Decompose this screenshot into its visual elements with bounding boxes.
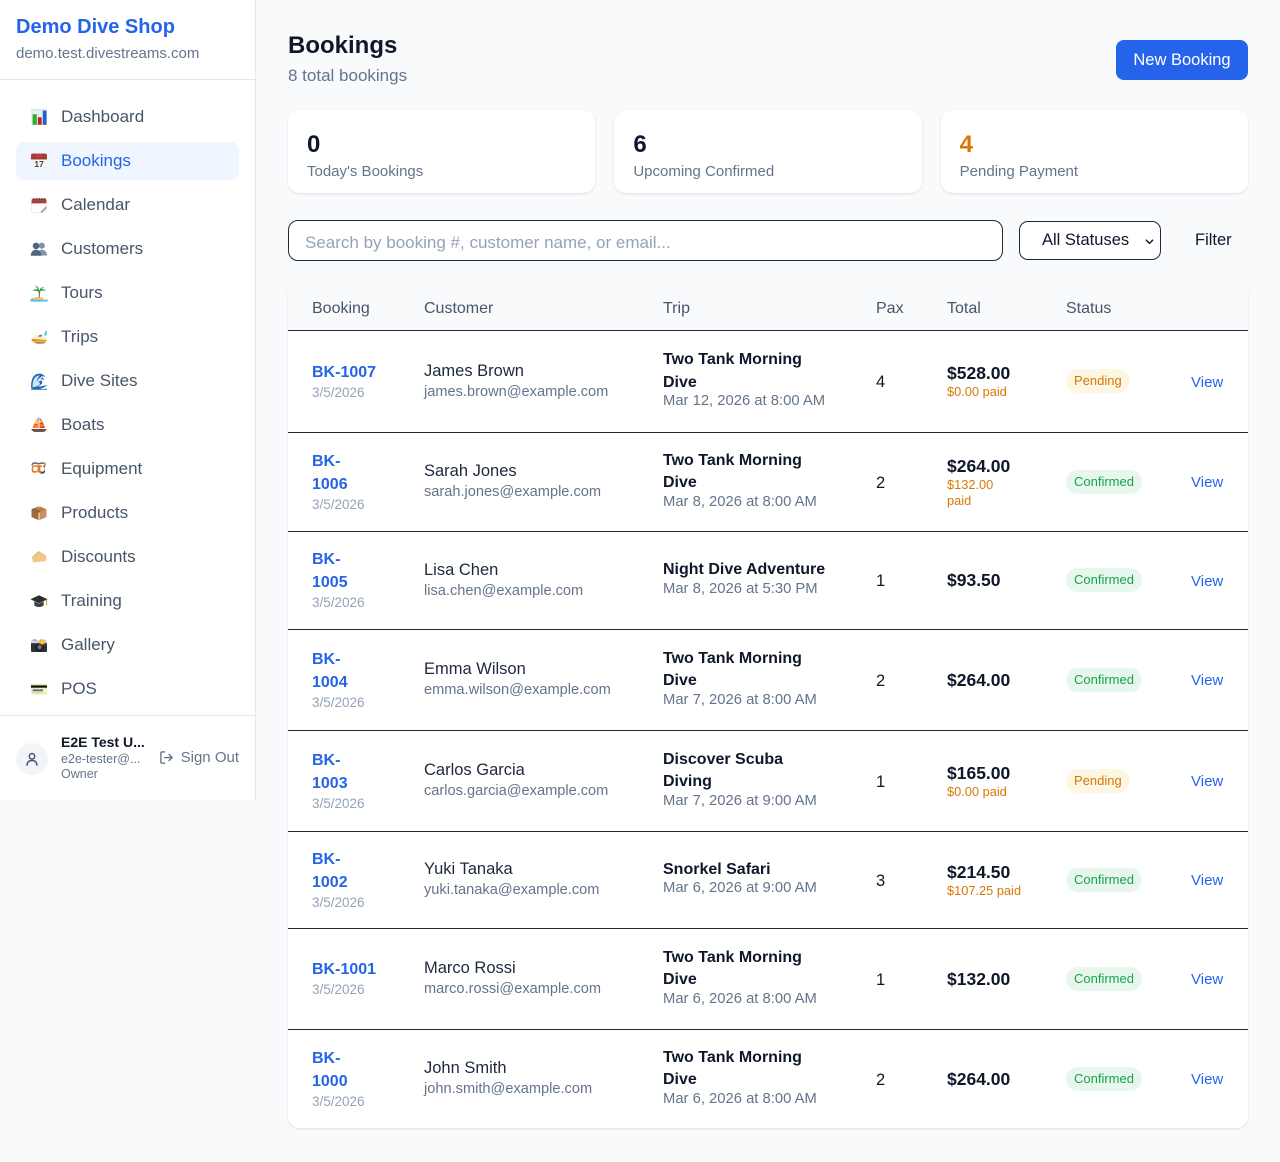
- svg-text:17: 17: [34, 159, 44, 169]
